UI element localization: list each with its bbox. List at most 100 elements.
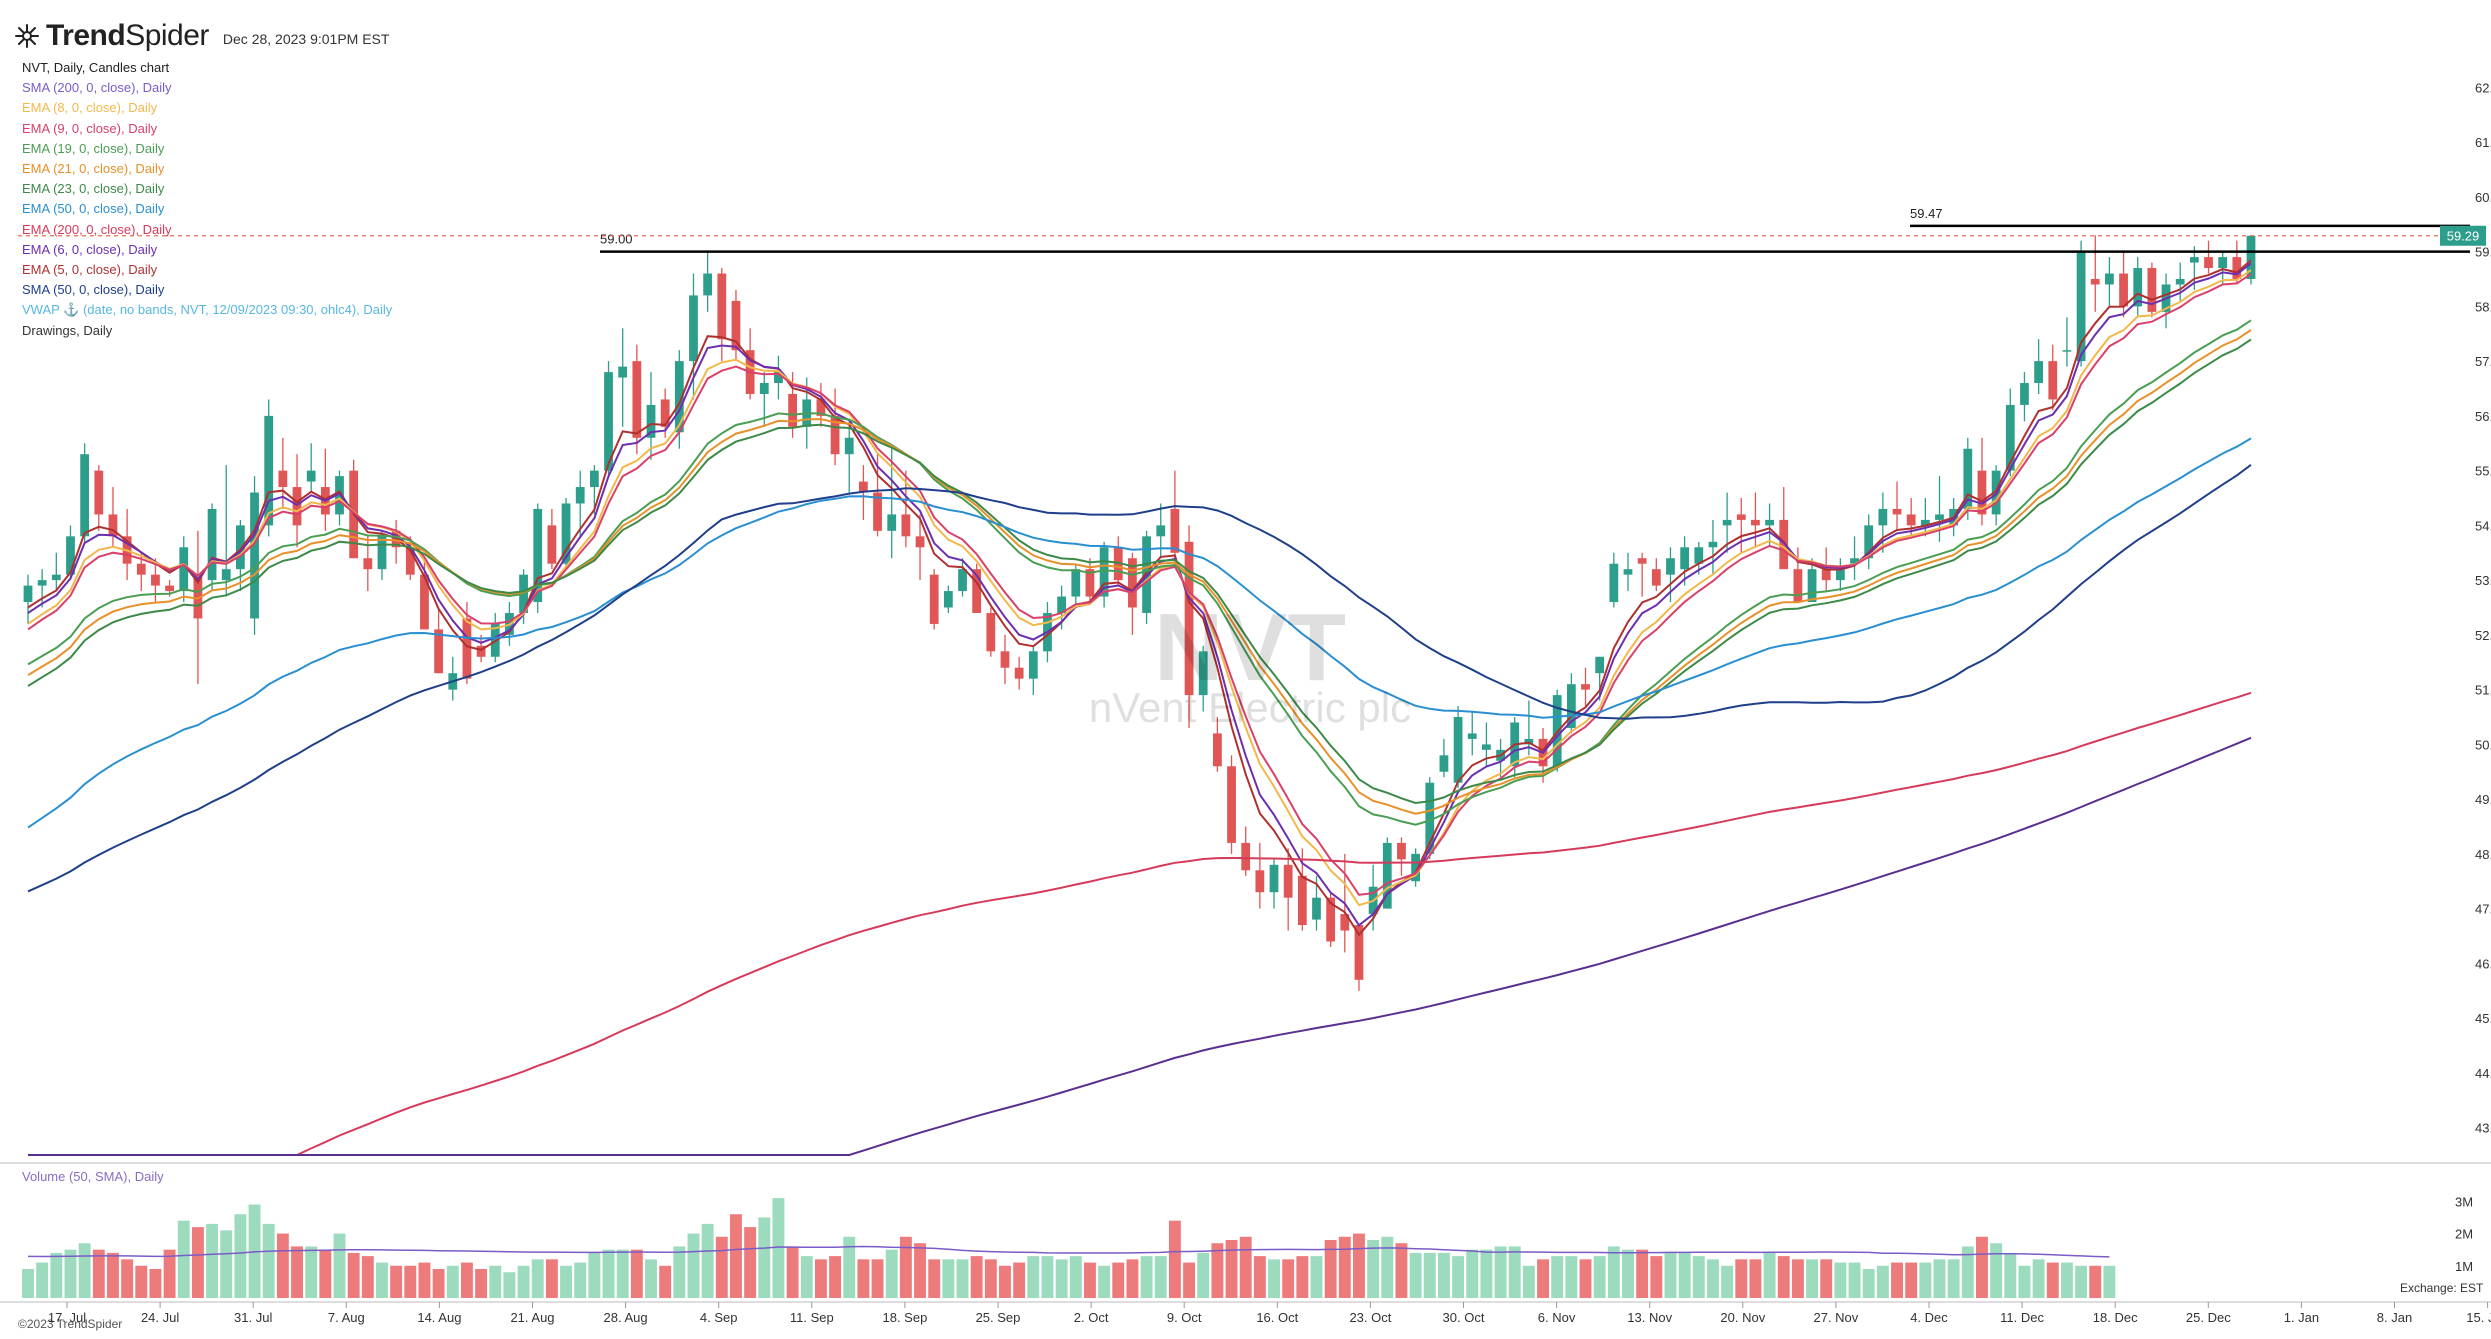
legend-item[interactable]: EMA (21, 0, close), Daily xyxy=(22,161,165,177)
volume-bar xyxy=(984,1259,997,1298)
candle-body xyxy=(2034,361,2044,384)
volume-bar xyxy=(829,1256,842,1298)
volume-bar xyxy=(50,1252,63,1298)
candle-body xyxy=(1736,514,1746,520)
candle-body xyxy=(2090,279,2100,285)
volume-bar xyxy=(1749,1259,1762,1298)
candle-body xyxy=(1425,782,1435,854)
x-tick-label: 16. Oct xyxy=(1256,1310,1298,1325)
y-tick-label: 54.00 xyxy=(2475,518,2491,533)
candle-body xyxy=(377,536,387,570)
candle-body xyxy=(1227,766,1236,843)
candle-body xyxy=(292,487,302,526)
candle-body xyxy=(2005,404,2015,471)
volume-bar xyxy=(2103,1265,2116,1298)
legend-item[interactable]: VWAP ⚓ (date, no bands, NVT, 12/09/2023 … xyxy=(22,302,393,318)
candle-body xyxy=(1765,519,1774,526)
candle-body xyxy=(2062,350,2072,352)
x-tick-label: 27. Nov xyxy=(1813,1310,1858,1325)
volume-bar xyxy=(1423,1252,1436,1298)
candle-body xyxy=(2119,273,2128,307)
legend-item[interactable]: EMA (23, 0, close), Daily xyxy=(22,181,165,197)
candle-body xyxy=(2175,279,2185,285)
volume-bar xyxy=(1098,1265,1111,1298)
candle-body xyxy=(1722,519,1732,526)
volume-bar xyxy=(1183,1262,1196,1298)
candle-body xyxy=(844,437,854,455)
volume-bar xyxy=(1622,1249,1634,1298)
candle-body xyxy=(1864,525,1874,559)
volume-bar xyxy=(758,1217,771,1298)
x-tick-label: 24. Jul xyxy=(141,1310,179,1325)
legend-item[interactable]: EMA (9, 0, close), Daily xyxy=(22,120,158,136)
volume-bar xyxy=(1848,1262,1861,1298)
y-tick-label: 62.00 xyxy=(2475,80,2491,95)
volume-bar xyxy=(1976,1236,1988,1298)
candle-body xyxy=(660,399,670,427)
y-tick-label: 52.00 xyxy=(2475,628,2491,643)
volume-bar xyxy=(2060,1262,2073,1298)
volume-bar xyxy=(1664,1252,1677,1298)
ema6-line xyxy=(27,262,2252,927)
candle-body xyxy=(1666,558,1675,575)
x-tick-label: 9. Oct xyxy=(1167,1310,1202,1325)
candle-body xyxy=(420,574,429,630)
candle-body xyxy=(264,415,274,526)
x-tick-label: 20. Nov xyxy=(1720,1310,1765,1325)
legend-item[interactable]: SMA (50, 0, close), Daily xyxy=(22,282,165,298)
volume-bar xyxy=(814,1259,827,1298)
volume-bar xyxy=(2089,1265,2102,1298)
volume-bar xyxy=(432,1269,445,1298)
volume-bar xyxy=(659,1265,672,1298)
volume-bar xyxy=(489,1265,502,1298)
legend-item[interactable]: EMA (8, 0, close), Daily xyxy=(22,100,158,116)
legend-item[interactable]: EMA (19, 0, close), Daily xyxy=(22,140,165,156)
volume-bar xyxy=(1579,1259,1592,1298)
candle-body xyxy=(37,580,47,586)
legend-item[interactable]: EMA (5, 0, close), Daily xyxy=(22,262,158,278)
volume-bar xyxy=(1310,1256,1323,1298)
candle-body xyxy=(689,295,698,362)
x-tick-label: 18. Dec xyxy=(2093,1310,2138,1325)
legend-item[interactable]: EMA (50, 0, close), Daily xyxy=(22,201,165,217)
volume-bar xyxy=(1862,1269,1875,1298)
candle-body xyxy=(1920,519,1930,526)
candle-body xyxy=(434,629,444,674)
candle-body xyxy=(1977,470,1987,515)
candle-body xyxy=(575,487,585,504)
candle-body xyxy=(1397,842,1406,860)
legend-item[interactable]: EMA (200, 0, close), Daily xyxy=(22,221,172,237)
volume-bar xyxy=(1707,1259,1719,1298)
volume-bar xyxy=(1395,1243,1408,1298)
x-tick-label: 28. Aug xyxy=(604,1310,648,1325)
candle-body xyxy=(405,547,415,575)
candle-body xyxy=(1128,558,1137,608)
volume-bar xyxy=(390,1265,403,1298)
last-price-tag xyxy=(2440,225,2486,246)
candle-body xyxy=(1014,667,1024,679)
watermark-symbol: NVT xyxy=(1154,594,1346,701)
volume-bar xyxy=(1961,1246,1974,1298)
candle-body xyxy=(1411,853,1420,882)
legend-item[interactable]: EMA (6, 0, close), Daily xyxy=(22,241,158,257)
candle-body xyxy=(1793,569,1803,603)
candle-body xyxy=(1057,596,1067,613)
volume-bar xyxy=(234,1214,247,1298)
volume-bar xyxy=(305,1246,318,1298)
volume-bar xyxy=(1565,1256,1578,1298)
volume-bar xyxy=(517,1265,530,1298)
volume-bar xyxy=(361,1256,374,1298)
legend-item[interactable]: SMA (200, 0, close), Daily xyxy=(22,80,172,96)
level-59-label: 59.00 xyxy=(600,232,633,247)
volume-bar xyxy=(1537,1259,1549,1298)
candle-body xyxy=(632,361,642,438)
volume-bar xyxy=(645,1259,657,1298)
candle-body xyxy=(151,574,160,586)
header: TrendSpider Dec 28, 2023 9:01PM EST xyxy=(14,14,389,58)
candle-body xyxy=(94,470,104,515)
volume-bar xyxy=(1891,1262,1903,1298)
candle-body xyxy=(1255,870,1265,893)
legend-item[interactable]: Drawings, Daily xyxy=(22,322,113,338)
volume-bar xyxy=(1013,1262,1026,1298)
